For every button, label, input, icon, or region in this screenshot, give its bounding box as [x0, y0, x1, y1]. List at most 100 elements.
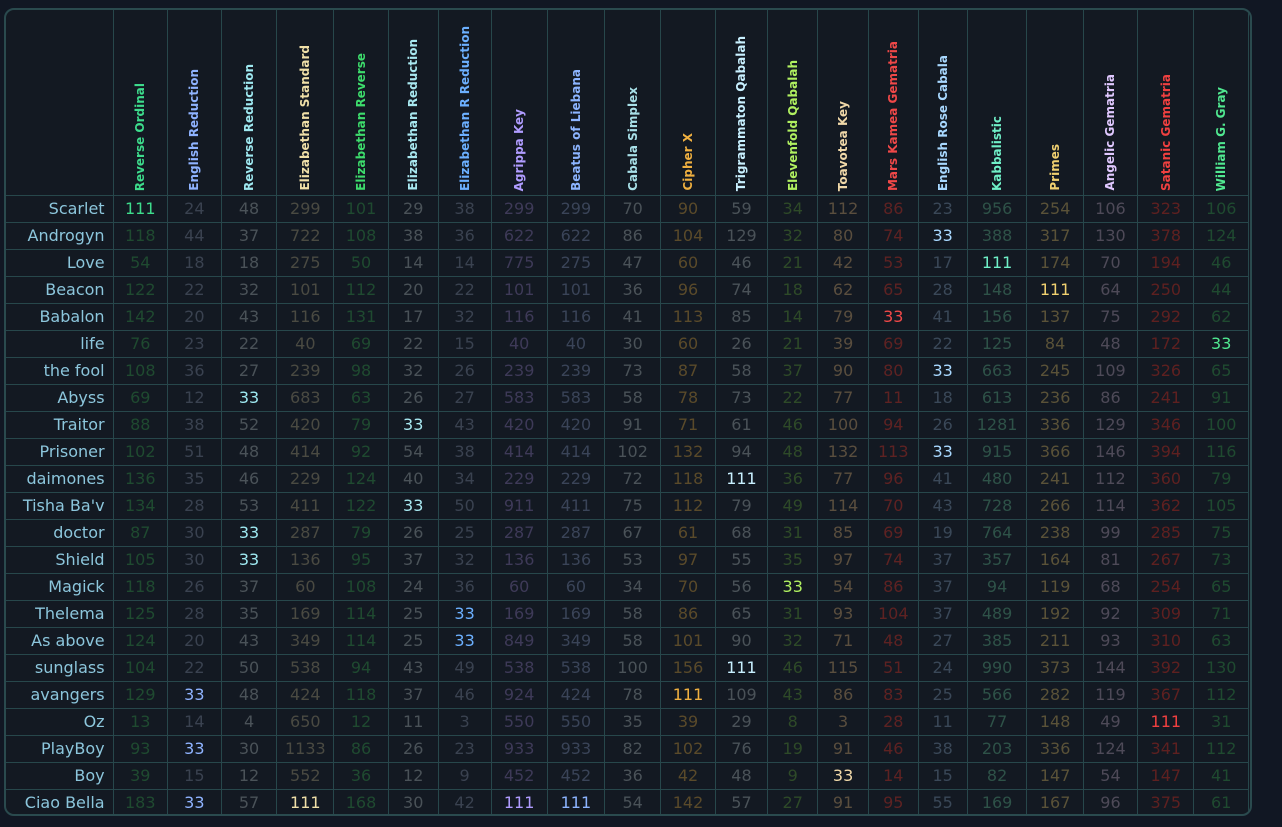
value-cell[interactable]: 299	[490, 195, 548, 223]
value-cell[interactable]: 25	[387, 627, 439, 655]
value-cell[interactable]: 130	[1193, 654, 1249, 682]
row-label[interactable]: Love	[6, 249, 114, 277]
value-cell[interactable]: 111	[966, 249, 1028, 277]
value-cell[interactable]: 60	[660, 330, 716, 358]
row-label[interactable]: Abyss	[6, 384, 114, 412]
value-cell[interactable]: 53	[220, 492, 278, 520]
value-cell[interactable]: 84	[1026, 330, 1084, 358]
value-cell[interactable]: 91	[604, 411, 662, 439]
column-header[interactable]: Agrippa Key	[490, 10, 548, 196]
value-cell[interactable]: 414	[490, 438, 548, 466]
value-cell[interactable]: 34	[437, 465, 492, 493]
column-header[interactable]: English Reduction	[166, 10, 222, 196]
value-cell[interactable]: 911	[490, 492, 548, 520]
value-cell[interactable]: 124	[333, 465, 389, 493]
value-cell[interactable]: 118	[333, 681, 389, 709]
value-cell[interactable]: 203	[966, 735, 1028, 763]
row-label[interactable]: Prisoner	[6, 438, 114, 466]
value-cell[interactable]: 8	[767, 708, 819, 736]
value-cell[interactable]: 239	[276, 357, 335, 385]
value-cell[interactable]: 14	[387, 249, 439, 277]
value-cell[interactable]: 112	[660, 492, 716, 520]
value-cell[interactable]: 373	[1026, 654, 1084, 682]
value-cell[interactable]: 266	[1026, 492, 1084, 520]
value-cell[interactable]: 32	[767, 222, 819, 250]
value-cell[interactable]: 550	[490, 708, 548, 736]
value-cell[interactable]: 71	[1193, 600, 1249, 628]
value-cell[interactable]: 46	[767, 654, 819, 682]
value-cell[interactable]: 42	[660, 762, 716, 790]
value-cell[interactable]: 122	[112, 276, 168, 304]
value-cell[interactable]: 39	[660, 708, 716, 736]
value-cell[interactable]: 326	[1137, 357, 1195, 385]
value-cell[interactable]: 38	[387, 222, 439, 250]
value-cell[interactable]: 254	[1026, 195, 1084, 223]
value-cell[interactable]: 27	[437, 384, 492, 412]
value-cell[interactable]: 111	[112, 195, 168, 223]
value-cell[interactable]: 147	[1137, 762, 1195, 790]
column-header[interactable]: Elizabethan Standard	[276, 10, 335, 196]
value-cell[interactable]: 97	[660, 546, 716, 574]
row-label[interactable]: avangers	[6, 681, 114, 709]
value-cell[interactable]: 96	[1082, 789, 1139, 814]
value-cell[interactable]: 61	[660, 519, 716, 547]
value-cell[interactable]: 35	[166, 465, 222, 493]
value-cell[interactable]: 116	[490, 303, 548, 331]
value-cell[interactable]: 111	[1137, 708, 1195, 736]
value-cell[interactable]: 148	[966, 276, 1028, 304]
value-cell[interactable]: 25	[437, 519, 492, 547]
value-cell[interactable]: 129	[1082, 411, 1139, 439]
value-cell[interactable]: 156	[660, 654, 716, 682]
value-cell[interactable]: 39	[817, 330, 869, 358]
value-cell[interactable]: 102	[604, 438, 662, 466]
value-cell[interactable]: 74	[867, 546, 919, 574]
value-cell[interactable]: 241	[1026, 465, 1084, 493]
value-cell[interactable]: 105	[112, 546, 168, 574]
value-cell[interactable]: 480	[966, 465, 1028, 493]
value-cell[interactable]: 19	[917, 519, 968, 547]
value-cell[interactable]: 112	[1193, 681, 1249, 709]
row-label[interactable]: As above	[6, 627, 114, 655]
value-cell[interactable]: 94	[867, 411, 919, 439]
column-header[interactable]: Mars Kamea Gematria	[867, 10, 919, 196]
value-cell[interactable]: 37	[387, 546, 439, 574]
value-cell[interactable]: 69	[112, 384, 168, 412]
value-cell[interactable]: 915	[966, 438, 1028, 466]
value-cell[interactable]: 40	[387, 465, 439, 493]
value-cell[interactable]: 357	[966, 546, 1028, 574]
row-label[interactable]: the fool	[6, 357, 114, 385]
value-cell[interactable]: 37	[767, 357, 819, 385]
value-cell[interactable]: 64	[1082, 276, 1139, 304]
value-cell[interactable]: 111	[714, 654, 769, 682]
value-cell[interactable]: 46	[437, 681, 492, 709]
value-cell[interactable]: 299	[546, 195, 606, 223]
value-cell[interactable]: 538	[490, 654, 548, 682]
value-cell[interactable]: 65	[1193, 357, 1249, 385]
value-cell[interactable]: 26	[714, 330, 769, 358]
value-cell[interactable]: 317	[1026, 222, 1084, 250]
value-cell[interactable]: 375	[1137, 789, 1195, 814]
value-cell[interactable]: 70	[867, 492, 919, 520]
value-cell[interactable]: 115	[817, 654, 869, 682]
value-cell[interactable]: 18	[166, 249, 222, 277]
value-cell[interactable]: 287	[546, 519, 606, 547]
row-label[interactable]: Tisha Ba'v	[6, 492, 114, 520]
value-cell[interactable]: 26	[387, 735, 439, 763]
value-cell[interactable]: 17	[387, 303, 439, 331]
value-cell[interactable]: 21	[767, 330, 819, 358]
value-cell[interactable]: 33	[817, 762, 869, 790]
value-cell[interactable]: 37	[220, 573, 278, 601]
value-cell[interactable]: 70	[660, 573, 716, 601]
value-cell[interactable]: 86	[660, 600, 716, 628]
value-cell[interactable]: 33	[1193, 330, 1249, 358]
column-header[interactable]: Cabala Simplex	[604, 10, 662, 196]
value-cell[interactable]: 118	[660, 465, 716, 493]
value-cell[interactable]: 33	[767, 573, 819, 601]
value-cell[interactable]: 86	[867, 195, 919, 223]
value-cell[interactable]: 147	[1026, 762, 1084, 790]
value-cell[interactable]: 239	[546, 357, 606, 385]
value-cell[interactable]: 27	[917, 627, 968, 655]
value-cell[interactable]: 167	[1026, 789, 1084, 814]
value-cell[interactable]: 33	[387, 492, 439, 520]
value-cell[interactable]: 79	[714, 492, 769, 520]
